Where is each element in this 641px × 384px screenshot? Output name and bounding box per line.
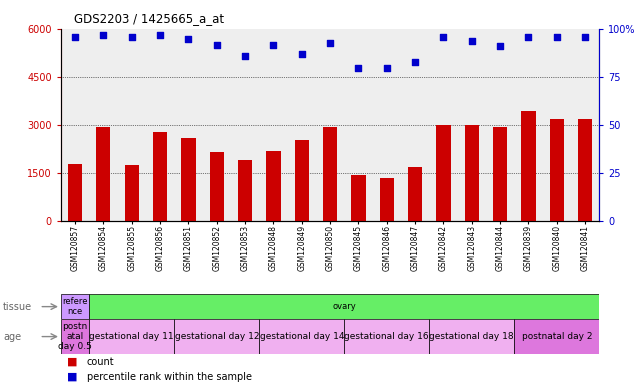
Point (212, 41, 222, 48)
Point (580, 34, 590, 40)
Text: age: age (3, 331, 21, 342)
Point (438, 34, 449, 40)
Point (240, 53, 250, 59)
Point (297, 51, 307, 57)
Bar (267, 151, 281, 221)
Text: postnatal day 2: postnatal day 2 (522, 332, 592, 341)
Bar (578, 119, 592, 221)
Text: count: count (87, 356, 114, 367)
Text: GDS2203 / 1425665_a_at: GDS2203 / 1425665_a_at (74, 12, 224, 25)
Bar (61, 294, 89, 319)
Text: ■: ■ (67, 371, 78, 382)
Bar (550, 119, 564, 221)
Point (155, 32, 165, 38)
Point (269, 41, 279, 48)
Text: gestational day 12: gestational day 12 (174, 332, 259, 341)
Bar (174, 319, 259, 354)
Bar (238, 161, 252, 221)
Bar (408, 167, 422, 221)
Bar (153, 132, 167, 221)
Bar (210, 152, 224, 221)
Text: gestational day 18: gestational day 18 (429, 332, 514, 341)
Bar (521, 111, 536, 221)
Text: gestational day 16: gestational day 16 (344, 332, 429, 341)
Bar (61, 319, 89, 354)
Point (410, 59, 420, 65)
Bar (68, 164, 82, 221)
Point (183, 36, 194, 42)
Bar (295, 140, 309, 221)
Text: ovary: ovary (333, 302, 356, 311)
Text: postn
atal
day 0.5: postn atal day 0.5 (58, 322, 92, 351)
Point (467, 38, 477, 44)
Point (70, 34, 80, 40)
Point (523, 34, 533, 40)
Bar (379, 178, 394, 221)
Bar (89, 319, 174, 354)
Bar (514, 319, 599, 354)
Text: tissue: tissue (3, 301, 32, 312)
Text: gestational day 14: gestational day 14 (260, 332, 344, 341)
Point (495, 43, 505, 50)
Point (127, 34, 137, 40)
Point (552, 34, 562, 40)
Point (98, 32, 108, 38)
Text: percentile rank within the sample: percentile rank within the sample (87, 371, 251, 382)
Bar (351, 175, 365, 221)
Point (381, 65, 392, 71)
Bar (259, 319, 344, 354)
Bar (344, 319, 429, 354)
Text: gestational day 11: gestational day 11 (90, 332, 174, 341)
Bar (437, 125, 451, 221)
Bar (493, 127, 507, 221)
Point (325, 40, 335, 46)
Text: ■: ■ (67, 356, 78, 367)
Bar (323, 127, 337, 221)
Bar (124, 165, 139, 221)
Bar (429, 319, 514, 354)
Bar (181, 138, 196, 221)
Bar (96, 127, 110, 221)
Text: refere
nce: refere nce (62, 297, 88, 316)
Bar (465, 125, 479, 221)
Point (353, 65, 363, 71)
